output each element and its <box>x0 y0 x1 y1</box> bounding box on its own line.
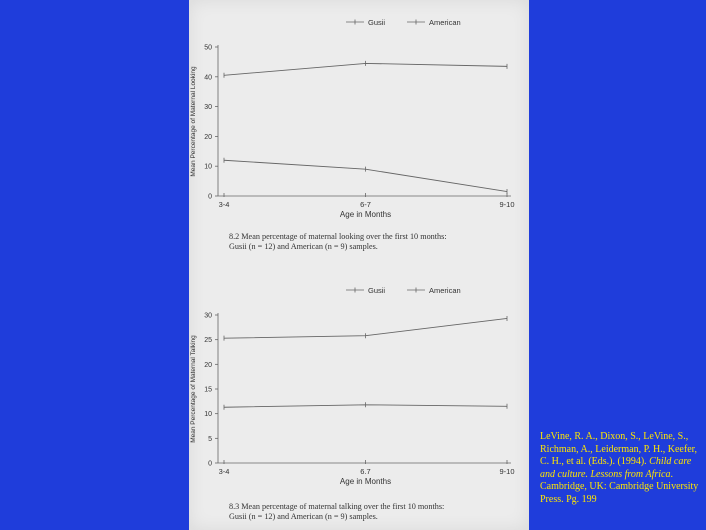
x-tick-label: 9-10 <box>499 467 514 476</box>
x-tick-label: 9-10 <box>499 200 514 209</box>
series-line-gusii <box>223 159 508 192</box>
y-tick-label: 40 <box>204 74 212 81</box>
y-tick-label: 0 <box>208 461 212 468</box>
y-tick-label: 20 <box>204 362 212 369</box>
legend-label-gusii: Gusii <box>368 286 385 295</box>
y-axis-label: Mean Percentage of Maternal Talking <box>190 335 197 443</box>
maternal-talking-chart: Gusii American 0 5 10 15 20 25 30 3-4 6.7 9-10 Age i… <box>190 286 515 486</box>
x-tick-label: 6-7 <box>360 200 371 209</box>
book-page-scan: Gusii American 0 10 20 30 40 50 3-4 6-7 9-10 Age in… <box>189 0 529 530</box>
x-axis-label: Age in Months <box>340 477 391 486</box>
x-tick-label: 6.7 <box>360 467 370 476</box>
citation-authors: LeVine, R. A., Dixon, S., LeVine, S., Ri… <box>540 431 698 467</box>
y-tick-label: 15 <box>204 387 212 394</box>
y-tick-label: 10 <box>204 164 212 171</box>
legend-label-american: American <box>429 18 461 27</box>
y-tick-label: 50 <box>204 45 212 52</box>
y-axis-label: Mean Percentage of Maternal Looking <box>190 66 197 177</box>
y-tick-label: 5 <box>208 436 212 443</box>
citation-publisher: . Cambridge, UK: Cambridge University Pr… <box>540 468 699 505</box>
caption-line: 8.3 Mean percentage of maternal talking … <box>229 502 445 511</box>
caption-line: Gusii (n = 12) and American (n = 9) samp… <box>229 242 378 251</box>
source-citation: LeVine, R. A., Dixon, S., LeVine, S., Ri… <box>540 431 705 506</box>
legend-label-gusii: Gusii <box>368 18 385 27</box>
y-tick-label: 20 <box>204 134 212 141</box>
y-tick-label: 25 <box>204 337 212 344</box>
x-axis-label: Age in Months <box>340 210 391 219</box>
x-tick-label: 3-4 <box>219 200 230 209</box>
citation-title: Child care and culture. Lessons from Afr… <box>540 456 692 480</box>
caption-line: 8.2 Mean percentage of maternal looking … <box>229 232 447 241</box>
caption-line: Gusii (n = 12) and American (n = 9) samp… <box>229 512 378 521</box>
x-tick-label: 3-4 <box>219 467 230 476</box>
y-tick-label: 30 <box>204 104 212 111</box>
legend-label-american: American <box>429 286 461 295</box>
maternal-looking-chart: Gusii American 0 10 20 30 40 50 3-4 6-7 9-10 Age in… <box>190 18 515 219</box>
figure-caption-8-3: 8.3 Mean percentage of maternal talking … <box>229 502 519 522</box>
y-tick-label: 0 <box>208 194 212 201</box>
y-tick-label: 10 <box>204 411 212 418</box>
figure-caption-8-2: 8.2 Mean percentage of maternal looking … <box>229 232 519 252</box>
y-tick-label: 30 <box>204 313 212 320</box>
